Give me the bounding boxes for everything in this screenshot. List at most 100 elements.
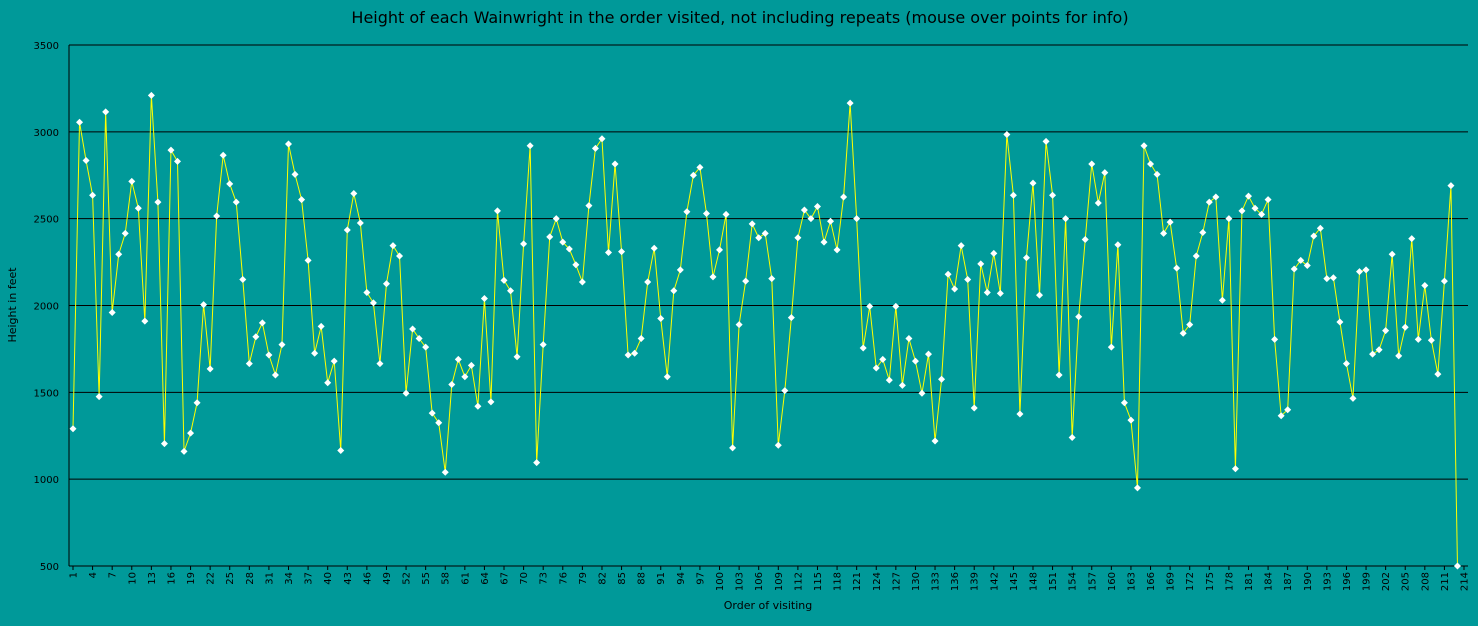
data-point-15[interactable]: [160, 440, 168, 448]
data-point-32[interactable]: [271, 371, 279, 379]
data-point-42[interactable]: [337, 447, 345, 455]
data-point-203[interactable]: [1388, 250, 1396, 258]
data-point-138[interactable]: [964, 275, 972, 283]
data-point-46[interactable]: [363, 288, 371, 296]
data-point-124[interactable]: [872, 364, 880, 372]
data-point-176[interactable]: [1212, 193, 1220, 201]
data-point-90[interactable]: [650, 244, 658, 252]
data-point-63[interactable]: [474, 402, 482, 410]
data-point-167[interactable]: [1153, 170, 1161, 178]
data-point-80[interactable]: [585, 202, 593, 210]
data-point-55[interactable]: [422, 343, 430, 351]
data-point-101[interactable]: [722, 210, 730, 218]
data-point-131[interactable]: [918, 389, 926, 397]
data-point-95[interactable]: [683, 208, 691, 216]
data-point-38[interactable]: [311, 349, 319, 357]
data-point-23[interactable]: [213, 212, 221, 220]
data-point-47[interactable]: [369, 299, 377, 307]
data-point-160[interactable]: [1107, 343, 1115, 351]
data-point-108[interactable]: [768, 275, 776, 283]
data-point-161[interactable]: [1114, 241, 1122, 249]
data-point-64[interactable]: [480, 295, 488, 303]
data-point-129[interactable]: [905, 334, 913, 342]
data-point-98[interactable]: [702, 209, 710, 217]
data-point-79[interactable]: [578, 278, 586, 286]
data-point-188[interactable]: [1290, 265, 1298, 273]
data-point-132[interactable]: [924, 350, 932, 358]
data-point-202[interactable]: [1382, 327, 1390, 335]
data-point-27[interactable]: [239, 275, 247, 283]
data-point-209[interactable]: [1427, 336, 1435, 344]
data-point-22[interactable]: [206, 365, 214, 373]
data-point-157[interactable]: [1088, 160, 1096, 168]
data-point-112[interactable]: [794, 234, 802, 242]
data-point-45[interactable]: [356, 219, 364, 227]
data-point-77[interactable]: [565, 245, 573, 253]
data-point-70[interactable]: [520, 240, 528, 248]
data-point-50[interactable]: [389, 242, 397, 250]
data-point-175[interactable]: [1205, 198, 1213, 206]
data-point-146[interactable]: [1016, 410, 1024, 418]
data-point-82[interactable]: [598, 135, 606, 143]
data-point-66[interactable]: [493, 207, 501, 215]
data-point-189[interactable]: [1297, 256, 1305, 264]
data-point-185[interactable]: [1271, 335, 1279, 343]
data-point-62[interactable]: [467, 361, 475, 369]
data-point-106[interactable]: [755, 234, 763, 242]
data-point-69[interactable]: [513, 353, 521, 361]
data-point-205[interactable]: [1401, 323, 1409, 331]
data-point-49[interactable]: [382, 280, 390, 288]
data-point-201[interactable]: [1375, 346, 1383, 354]
data-point-29[interactable]: [252, 333, 260, 341]
data-point-10[interactable]: [128, 177, 136, 185]
data-point-17[interactable]: [173, 157, 181, 165]
data-point-102[interactable]: [729, 444, 737, 452]
data-point-11[interactable]: [134, 204, 142, 212]
data-point-5[interactable]: [95, 393, 103, 401]
data-point-166[interactable]: [1147, 160, 1155, 168]
data-point-113[interactable]: [800, 206, 808, 214]
data-point-158[interactable]: [1094, 199, 1102, 207]
data-point-86[interactable]: [624, 351, 632, 359]
data-point-9[interactable]: [121, 229, 129, 237]
data-point-165[interactable]: [1140, 142, 1148, 150]
data-point-8[interactable]: [115, 250, 123, 258]
data-point-93[interactable]: [670, 287, 678, 295]
data-point-76[interactable]: [559, 238, 567, 246]
data-point-127[interactable]: [892, 302, 900, 310]
data-point-191[interactable]: [1310, 232, 1318, 240]
data-point-68[interactable]: [507, 287, 515, 295]
data-point-111[interactable]: [787, 314, 795, 322]
data-point-34[interactable]: [285, 140, 293, 148]
data-point-99[interactable]: [709, 273, 717, 281]
data-point-114[interactable]: [807, 215, 815, 223]
data-point-37[interactable]: [304, 256, 312, 264]
data-point-211[interactable]: [1440, 277, 1448, 285]
data-point-65[interactable]: [487, 398, 495, 406]
data-point-187[interactable]: [1284, 406, 1292, 414]
data-point-190[interactable]: [1303, 262, 1311, 270]
data-point-151[interactable]: [1049, 191, 1057, 199]
data-point-97[interactable]: [696, 163, 704, 171]
data-point-194[interactable]: [1329, 274, 1337, 282]
data-point-78[interactable]: [572, 261, 580, 269]
data-point-144[interactable]: [1003, 130, 1011, 138]
data-point-74[interactable]: [546, 233, 554, 241]
data-point-40[interactable]: [324, 379, 332, 387]
data-point-156[interactable]: [1081, 236, 1089, 244]
data-point-19[interactable]: [187, 429, 195, 437]
data-point-182[interactable]: [1251, 204, 1259, 212]
data-point-51[interactable]: [396, 252, 404, 260]
data-point-122[interactable]: [859, 344, 867, 352]
data-point-35[interactable]: [291, 170, 299, 178]
data-point-143[interactable]: [996, 289, 1004, 297]
data-point-195[interactable]: [1336, 318, 1344, 326]
data-point-88[interactable]: [637, 334, 645, 342]
data-point-12[interactable]: [141, 317, 149, 325]
data-point-105[interactable]: [748, 220, 756, 228]
data-point-14[interactable]: [154, 198, 162, 206]
data-point-73[interactable]: [539, 341, 547, 349]
data-point-89[interactable]: [644, 278, 652, 286]
data-point-7[interactable]: [108, 308, 116, 316]
data-point-110[interactable]: [781, 387, 789, 395]
